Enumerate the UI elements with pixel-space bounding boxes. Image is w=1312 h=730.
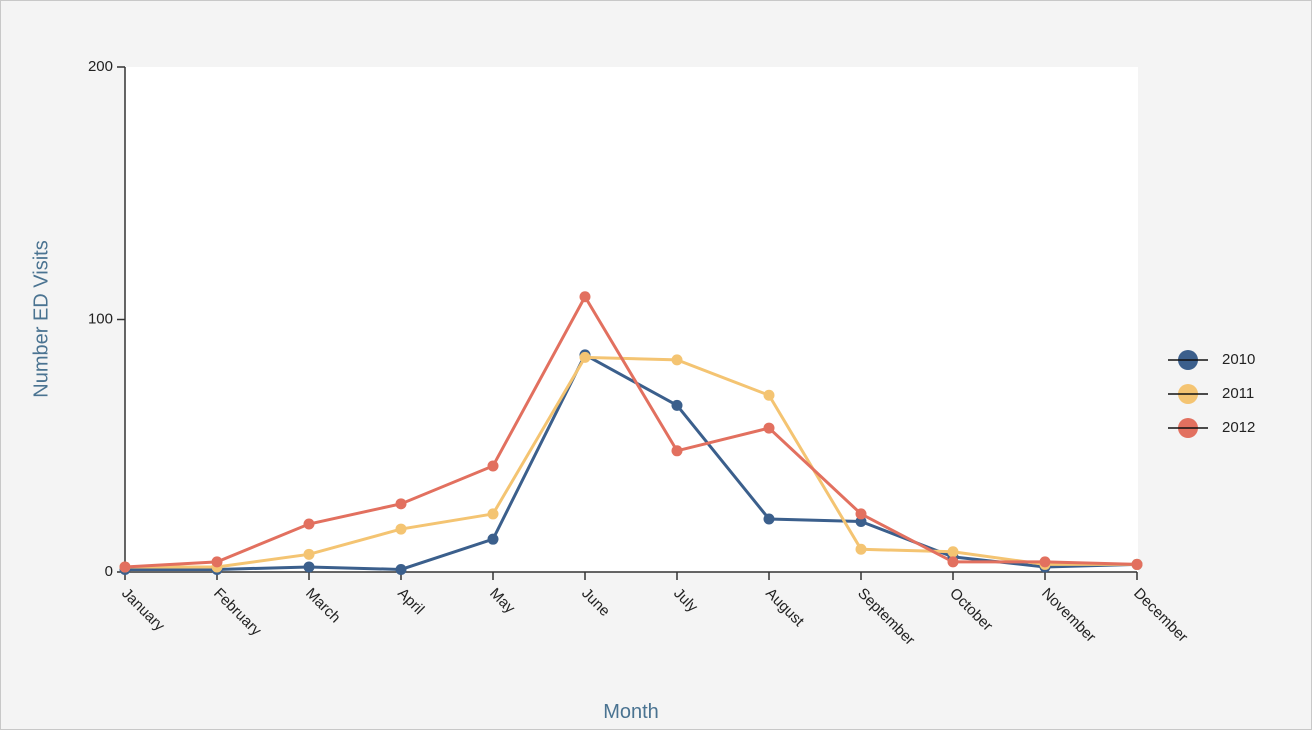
data-point [395,498,407,510]
x-axis-title: Month [603,701,659,723]
data-point [947,556,959,568]
data-point [947,546,959,558]
data-point [487,533,499,545]
data-point [855,543,867,555]
data-point [395,563,407,575]
data-point [1039,556,1051,568]
data-point [303,561,315,573]
series-line [125,355,1137,569]
data-point [303,548,315,560]
data-point [579,291,591,303]
y-tick-label: 200 [88,58,113,75]
series-line [124,293,1138,569]
data-point [763,513,775,525]
legend-label: 2010 [1222,351,1255,368]
data-point [487,508,499,520]
data-point [487,460,499,472]
y-tick-label: 100 [88,310,113,327]
data-point [763,422,775,434]
y-axis-title: Number ED Visits [30,240,52,397]
data-point [855,516,867,527]
series-line [125,352,1138,571]
y-tick-label: 0 [105,563,113,580]
data-point [671,354,683,366]
data-point [395,523,407,535]
plot-area [125,67,1138,572]
legend-label: 2012 [1222,419,1255,436]
data-point [579,351,591,363]
data-point [1131,558,1143,570]
data-point [303,518,315,530]
data-point [855,508,867,520]
data-point [119,561,131,573]
data-point [671,399,683,411]
data-point [763,389,775,401]
data-point [671,445,683,457]
data-point [211,556,223,568]
legend-label: 2011 [1222,385,1254,402]
